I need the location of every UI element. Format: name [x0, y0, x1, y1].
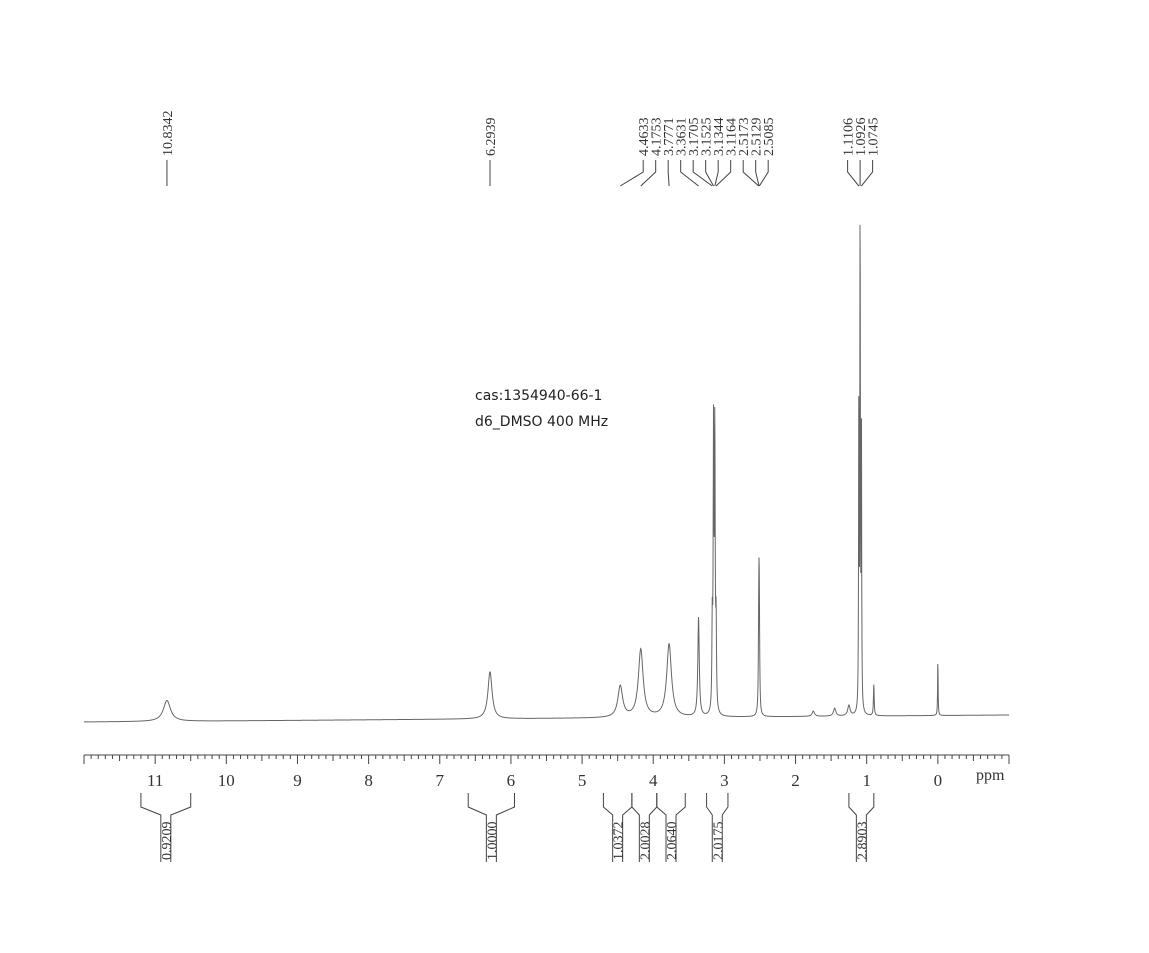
peak-label: 2.5173	[737, 118, 752, 157]
integral-bracket	[656, 793, 686, 862]
peak-label: 1.0926	[854, 118, 869, 157]
peak-label-leader	[847, 160, 860, 187]
x-tick-label: 8	[364, 771, 373, 790]
peak-label-leader	[755, 160, 760, 187]
x-tick-label: 5	[578, 771, 587, 790]
integral-value: 2.0175	[711, 822, 726, 861]
x-tick-label: 10	[218, 771, 235, 790]
peak-label-leader	[861, 160, 874, 187]
spectrum-layer	[84, 224, 1009, 723]
peak-label: 3.1705	[687, 118, 702, 157]
x-axis-label: ppm	[976, 767, 1005, 784]
spectrum-trace	[84, 224, 1009, 723]
x-tick-label: 2	[791, 771, 800, 790]
integral-bracket	[140, 793, 192, 862]
x-axis: 11 10 9 8 7 6 5 4 3 2 1 0	[83, 754, 1010, 790]
x-tick-label: 1	[862, 771, 871, 790]
sample-conditions-label: d6_DMSO 400 MHz	[475, 414, 609, 430]
x-tick-label: 3	[720, 771, 729, 790]
peak-label: 3.1164	[725, 118, 740, 156]
peak-label-leader	[620, 160, 644, 187]
x-tick-label: 4	[649, 771, 658, 790]
peak-label-leader	[705, 160, 714, 187]
integral-value: 2.0028	[638, 822, 653, 861]
peak-label: 6.2939	[484, 118, 499, 157]
peak-label-leader	[742, 160, 760, 187]
peak-label: 3.1344	[712, 118, 727, 157]
peak-label-leader	[640, 160, 657, 187]
peak-label: 4.1753	[650, 118, 665, 157]
integral-value: 0.9209	[160, 822, 175, 861]
x-tick-label: 0	[934, 771, 943, 790]
peak-label: 2.5085	[762, 118, 777, 157]
peak-label-leader	[692, 160, 713, 187]
peak-label-leader	[715, 160, 732, 187]
integral-bracket	[467, 793, 515, 862]
peak-label-leader	[680, 160, 699, 187]
peak-label: 10.8342	[161, 111, 176, 157]
integral-value: 1.0372	[612, 822, 627, 861]
integral-value: 1.0000	[485, 822, 500, 861]
x-tick-label: 11	[147, 771, 163, 790]
integral-bracket	[848, 793, 875, 862]
integral-layer: 0.9209 1.0000 1.0372 2.0028 2.0640 2.0175 2.89…	[140, 793, 875, 862]
peak-label: 1.0745	[867, 118, 882, 157]
integral-value: 2.0640	[665, 822, 680, 861]
integral-value: 2.8903	[855, 822, 870, 861]
sample-cas-label: cas:1354940-66-1	[475, 388, 603, 404]
peak-label: 3.7771	[662, 118, 677, 157]
peak-label: 1.1106	[842, 118, 857, 156]
peak-label: 3.1525	[700, 118, 715, 157]
peak-label: 3.3631	[675, 118, 690, 157]
peak-label: 4.4633	[637, 118, 652, 157]
x-tick-label: 6	[507, 771, 516, 790]
integral-bracket	[706, 793, 729, 862]
x-tick-label: 7	[436, 771, 445, 790]
peak-label: 2.5129	[750, 118, 765, 157]
peak-label-layer: 10.8342 6.2939 4.46334.17533.77713.36313.1…	[161, 111, 882, 187]
peak-label-leader	[714, 160, 719, 187]
peak-label-leader	[667, 160, 670, 187]
peak-label-leader	[758, 160, 769, 187]
x-tick-label: 9	[293, 771, 302, 790]
